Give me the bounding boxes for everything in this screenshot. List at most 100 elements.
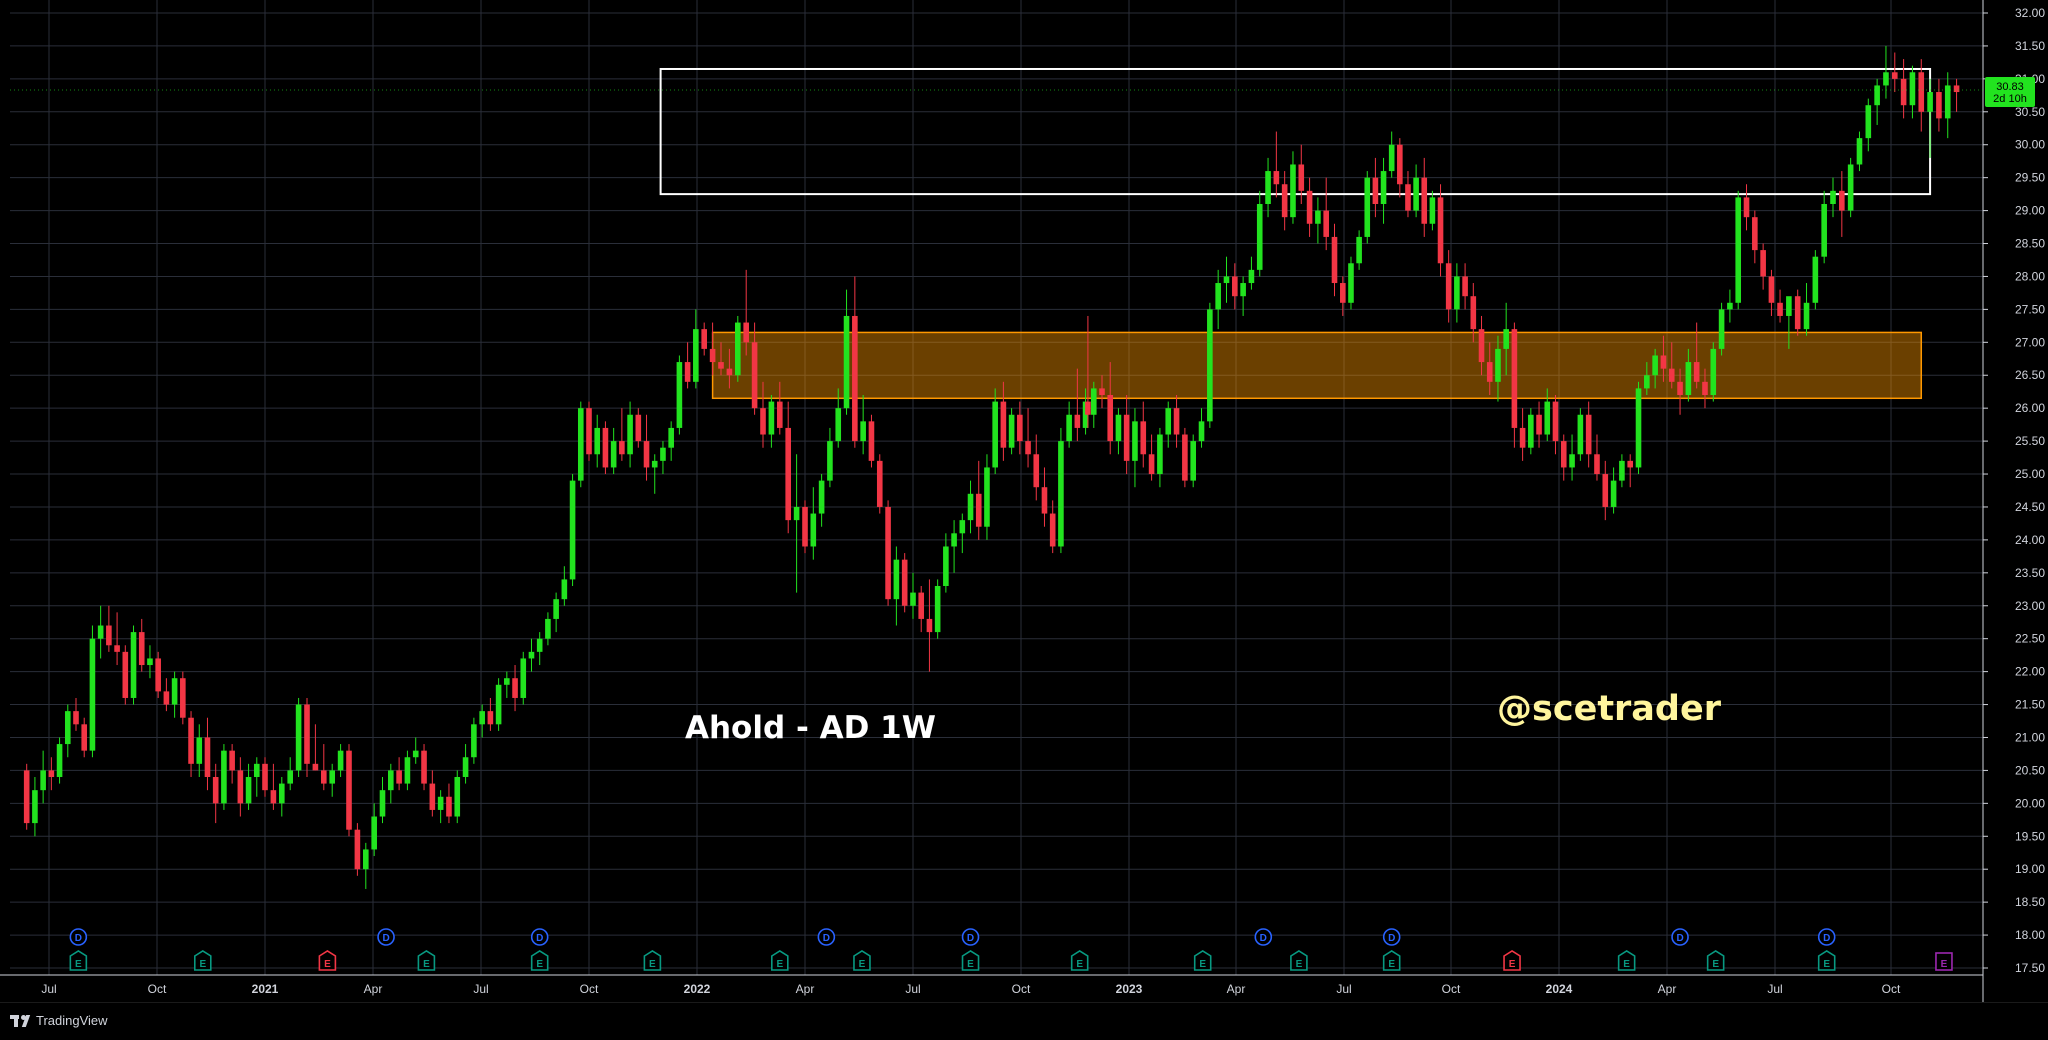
candle-down[interactable]: [1693, 322, 1700, 389]
candle-up[interactable]: [1265, 157, 1271, 218]
candle-down[interactable]: [446, 783, 452, 824]
candle-up[interactable]: [1190, 434, 1196, 488]
candle-up[interactable]: [495, 678, 502, 731]
candle-up[interactable]: [1735, 190, 1742, 310]
candle-down[interactable]: [188, 711, 194, 777]
candle-down[interactable]: [1437, 184, 1444, 277]
candle-down[interactable]: [885, 500, 891, 606]
candle-down[interactable]: [1777, 289, 1783, 323]
candle-up[interactable]: [388, 763, 394, 804]
candle-down[interactable]: [229, 744, 235, 784]
candle-down[interactable]: [1486, 342, 1493, 395]
candle-down[interactable]: [1900, 59, 1907, 119]
candle-down[interactable]: [1331, 223, 1338, 297]
candle-up[interactable]: [1058, 427, 1064, 554]
tradingview-logo[interactable]: TradingView: [10, 1013, 108, 1028]
earnings-marker[interactable]: E: [1706, 950, 1725, 971]
candle-down[interactable]: [354, 823, 361, 876]
candle-down[interactable]: [48, 757, 55, 791]
candle-up[interactable]: [1165, 401, 1172, 448]
support-zone[interactable]: [711, 331, 1923, 400]
earnings-marker[interactable]: E: [318, 950, 337, 971]
earnings-marker[interactable]: E: [1617, 950, 1636, 971]
earnings-marker[interactable]: E: [770, 950, 789, 971]
candle-up[interactable]: [835, 388, 842, 448]
candle-down[interactable]: [1323, 177, 1329, 251]
candle-down[interactable]: [1298, 144, 1305, 204]
candle-down[interactable]: [1123, 395, 1130, 475]
dividend-marker[interactable]: D: [1817, 928, 1836, 946]
candle-up[interactable]: [553, 592, 559, 633]
earnings-marker[interactable]: E: [1193, 950, 1212, 971]
candle-down[interactable]: [163, 678, 170, 712]
candle-up[interactable]: [1132, 408, 1138, 488]
candle-down[interactable]: [619, 408, 625, 461]
candle-down[interactable]: [975, 460, 982, 540]
candle-down[interactable]: [73, 697, 79, 731]
candle-up[interactable]: [454, 770, 461, 824]
candle-down[interactable]: [709, 322, 716, 376]
dividend-marker[interactable]: D: [377, 928, 395, 946]
candle-up[interactable]: [363, 842, 369, 889]
candle-down[interactable]: [701, 322, 707, 356]
earnings-marker[interactable]: E: [1382, 950, 1401, 971]
candle-down[interactable]: [1397, 138, 1403, 198]
candle-down[interactable]: [1660, 335, 1667, 382]
candle-up[interactable]: [1454, 263, 1460, 323]
candle-up[interactable]: [412, 737, 419, 764]
candle-down[interactable]: [1025, 408, 1031, 468]
candle-down[interactable]: [312, 724, 319, 771]
candle-up[interactable]: [536, 632, 543, 666]
candle-up[interactable]: [1830, 177, 1836, 218]
candle-down[interactable]: [1794, 289, 1801, 336]
candle-up[interactable]: [379, 777, 386, 824]
candle-down[interactable]: [1752, 210, 1758, 264]
candle-up[interactable]: [253, 757, 260, 797]
candle-down[interactable]: [926, 579, 933, 672]
candle-down[interactable]: [1743, 184, 1750, 231]
candle-down[interactable]: [635, 408, 642, 448]
candle-up[interactable]: [56, 737, 63, 784]
candle-up[interactable]: [404, 750, 411, 791]
candle-down[interactable]: [1281, 171, 1288, 231]
candle-down[interactable]: [643, 414, 650, 481]
candle-up[interactable]: [943, 533, 949, 593]
candle-up[interactable]: [196, 724, 203, 777]
candle-up[interactable]: [437, 790, 444, 824]
candle-down[interactable]: [106, 605, 112, 652]
candle-down[interactable]: [204, 717, 211, 791]
candle-up[interactable]: [1356, 230, 1362, 270]
candle-down[interactable]: [180, 671, 186, 725]
candle-up[interactable]: [1803, 283, 1810, 336]
candle-up[interactable]: [1364, 171, 1371, 244]
candle-down[interactable]: [396, 757, 402, 791]
candle-down[interactable]: [684, 342, 691, 389]
earnings-marker[interactable]: E: [1503, 950, 1521, 971]
candle-down[interactable]: [304, 697, 310, 777]
candle-down[interactable]: [1602, 460, 1609, 521]
candle-down[interactable]: [1445, 250, 1452, 323]
candle-up[interactable]: [1528, 408, 1534, 455]
candle-up[interactable]: [40, 750, 46, 804]
candle-down[interactable]: [81, 717, 88, 758]
candle-up[interactable]: [1652, 348, 1658, 389]
candle-down[interactable]: [876, 454, 883, 514]
candle-up[interactable]: [1207, 302, 1213, 428]
candle-down[interactable]: [1552, 395, 1559, 455]
candle-up[interactable]: [1413, 164, 1419, 218]
candle-up[interactable]: [1610, 467, 1617, 514]
candle-up[interactable]: [668, 421, 674, 461]
candle-down[interactable]: [1627, 454, 1634, 488]
candle-up[interactable]: [1223, 256, 1230, 303]
dividend-marker[interactable]: D: [69, 928, 88, 946]
dividend-marker[interactable]: D: [817, 928, 836, 946]
candle-down[interactable]: [512, 665, 518, 712]
candle-up[interactable]: [1157, 427, 1163, 488]
candle-up[interactable]: [594, 414, 601, 468]
candle-up[interactable]: [934, 579, 941, 639]
candle-up[interactable]: [827, 427, 833, 488]
candle-up[interactable]: [1115, 408, 1122, 455]
candle-up[interactable]: [651, 454, 658, 494]
candle-up[interactable]: [1380, 157, 1387, 224]
candle-down[interactable]: [852, 276, 858, 448]
